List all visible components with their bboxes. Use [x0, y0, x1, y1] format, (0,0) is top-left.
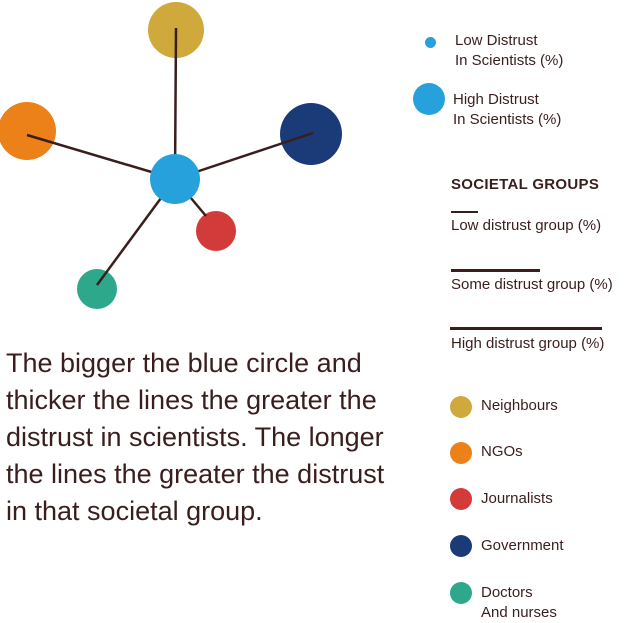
legend-line-some [451, 269, 540, 272]
legend-low-distrust-line1: Low Distrust [455, 32, 538, 49]
legend-government-dot [450, 535, 472, 557]
legend-heading: SOCIETAL GROUPS [451, 176, 600, 193]
legend-line-low [451, 211, 478, 213]
node-scientists-center [150, 154, 200, 204]
legend-ngos-dot [450, 442, 472, 464]
legend-high-distrust-line2: In Scientists (%) [453, 111, 562, 128]
legend-high-distrust-line1: High Distrust [453, 91, 539, 108]
legend-low-distrust-dot [425, 37, 436, 48]
legend-low-distrust-line2: In Scientists (%) [455, 52, 564, 69]
node-journalists [196, 211, 236, 251]
caption-text: The bigger the blue circle and thicker t… [6, 348, 385, 526]
node-ngos [0, 102, 56, 160]
legend-journalists-label: Journalists [481, 490, 553, 507]
legend-line-low-label: Low distrust group (%) [451, 217, 602, 234]
line-ngos [26, 133, 176, 181]
legend-doctors-dot [450, 582, 472, 604]
legend-journalists-dot [450, 488, 472, 510]
legend-neighbours-label: Neighbours [481, 397, 558, 414]
legend-high-distrust-dot [413, 83, 445, 115]
legend-line-high-label: High distrust group (%) [451, 335, 605, 352]
node-doctors-and-nurses [77, 269, 117, 309]
legend-doctors-label-line2: And nurses [481, 604, 557, 621]
legend-neighbours-dot [450, 396, 472, 418]
legend-ngos-label: NGOs [481, 443, 523, 460]
legend-doctors-label-line1: Doctors [481, 584, 533, 601]
distrust-diagram [0, 2, 342, 309]
legend-government-label: Government [481, 537, 564, 554]
legend-line-some-label: Some distrust group (%) [451, 276, 613, 293]
legend-line-high [450, 327, 602, 330]
line-neighbours [173, 27, 178, 180]
